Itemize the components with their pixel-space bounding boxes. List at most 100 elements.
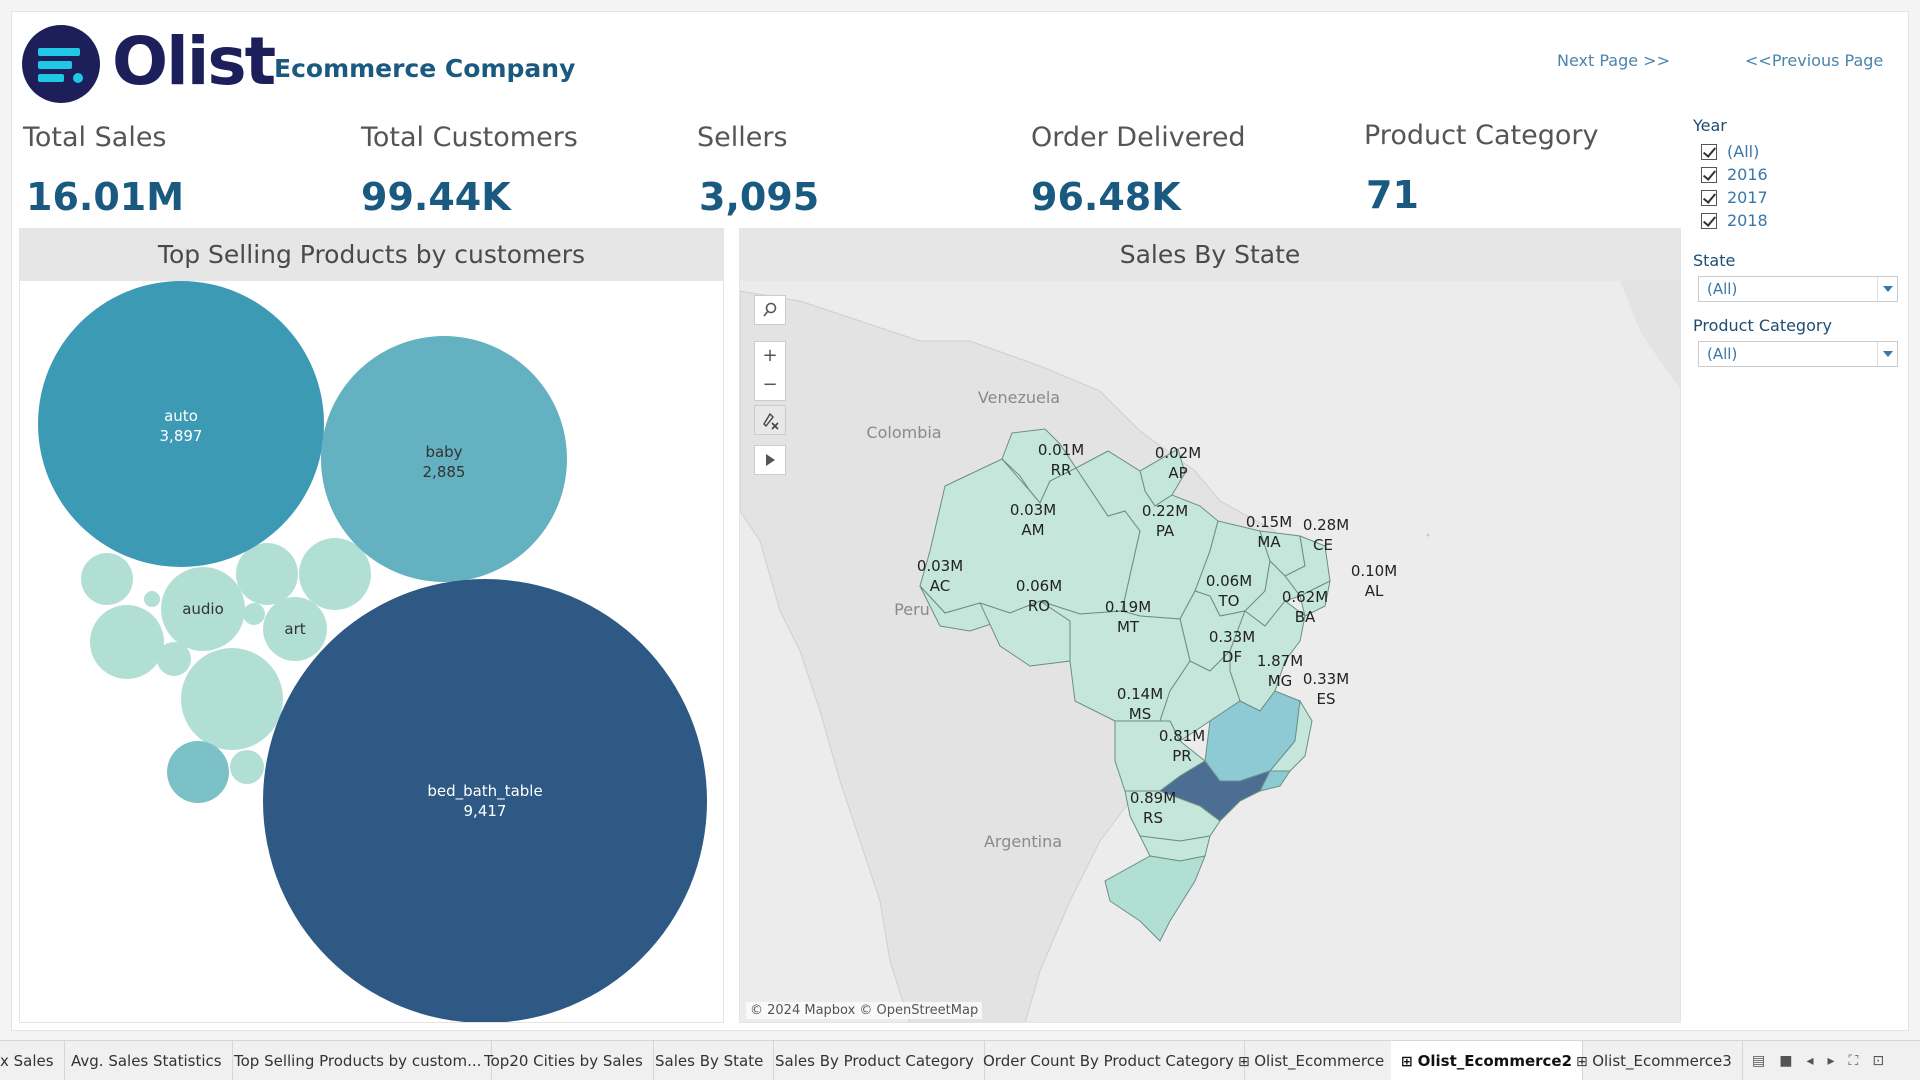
year-option-all[interactable]: (All)	[1701, 140, 1893, 163]
state-code-label: BA	[1295, 608, 1316, 626]
kpi-value: 3,095	[699, 175, 820, 219]
country-label: Peru	[894, 600, 930, 619]
bubble-label-baby: baby	[425, 443, 462, 461]
search-map-button[interactable]	[754, 295, 786, 325]
year-option-2016[interactable]: 2016	[1701, 163, 1893, 186]
year-option-2017[interactable]: 2017	[1701, 186, 1893, 209]
brazil-states	[919, 428, 1331, 942]
tab-order-count-by-product-category[interactable]: Order Count By Product Category	[973, 1041, 1245, 1080]
bubble[interactable]	[236, 543, 298, 605]
state-rj[interactable]	[1259, 770, 1291, 792]
state-value-label: 0.33M	[1303, 670, 1349, 688]
bubble-audio[interactable]	[161, 567, 245, 651]
bubble[interactable]	[144, 591, 160, 607]
year-option-label: (All)	[1727, 142, 1760, 161]
bubble-baby[interactable]	[321, 336, 567, 582]
checkbox-icon[interactable]	[1701, 143, 1717, 160]
next-page-link[interactable]: Next Page >>	[1557, 51, 1670, 70]
reset-map-button[interactable]	[754, 405, 786, 435]
bubble-bed-bath-table[interactable]	[263, 579, 707, 1023]
previous-page-link[interactable]: <<Previous Page	[1745, 51, 1884, 70]
state-code-label: DF	[1222, 648, 1242, 666]
year-option-label: 2017	[1727, 188, 1768, 207]
state-code-label: AM	[1021, 521, 1044, 539]
tab-sales-by-product-category[interactable]: Sales By Product Category	[765, 1041, 985, 1080]
fullscreen-icon[interactable]: ⛶	[1848, 1053, 1859, 1069]
plus-icon: +	[762, 345, 778, 366]
state-code-label: MT	[1117, 618, 1140, 636]
state-code-label: TO	[1218, 592, 1240, 610]
bubble-art[interactable]	[263, 597, 327, 661]
tab-olist-ecommerce3[interactable]: ⊞ Olist_Ecommerce3	[1566, 1041, 1743, 1080]
bubble[interactable]	[81, 553, 133, 605]
bubble-auto[interactable]	[38, 281, 324, 567]
state-code-label: CE	[1313, 536, 1333, 554]
state-value-label: 0.33M	[1209, 628, 1255, 646]
state-code-label: PA	[1156, 522, 1175, 540]
bubble-value-auto: 3,897	[160, 427, 203, 445]
state-value-label: 0.06M	[1206, 572, 1252, 590]
tab-olist-ecommerce2[interactable]: ⊞ Olist_Ecommerce2	[1391, 1041, 1584, 1080]
present-icon[interactable]: ⊡	[1872, 1053, 1885, 1069]
chevron-down-icon[interactable]	[1877, 277, 1897, 301]
sales-map: Venezuela Colombia Peru Argentina 0.01M …	[740, 281, 1680, 1022]
previous-sheet-icon[interactable]: ◂	[1806, 1053, 1814, 1069]
checkbox-icon[interactable]	[1701, 166, 1717, 183]
kpi-label: Order Delivered	[1031, 122, 1246, 153]
bubble[interactable]	[167, 741, 229, 803]
bubble[interactable]	[90, 605, 164, 679]
bubble-label-bed-bath-table: bed_bath_table	[427, 782, 542, 801]
bubble-label-art: art	[284, 620, 305, 638]
tab-label: Top20 Cities by Sales	[484, 1052, 643, 1070]
chevron-down-icon[interactable]	[1877, 342, 1897, 366]
tab-x-sales[interactable]: x Sales	[0, 1041, 65, 1080]
bubble[interactable]	[181, 648, 283, 750]
zoom-out-button[interactable]: −	[754, 371, 786, 401]
bubble[interactable]	[243, 603, 265, 625]
next-sheet-icon[interactable]: ▸	[1827, 1053, 1835, 1069]
country-label: Argentina	[984, 832, 1062, 851]
filmstrip-icon[interactable]: ■	[1779, 1053, 1793, 1069]
sheet-sorter-icon[interactable]: ▤	[1752, 1053, 1766, 1069]
state-al[interactable]	[1299, 580, 1331, 617]
tab-top-selling-products[interactable]: Top Selling Products by custom...	[224, 1041, 493, 1080]
expand-toolbar-button[interactable]	[754, 445, 786, 475]
bubble-value-baby: 2,885	[423, 463, 466, 481]
bubble[interactable]	[230, 750, 264, 784]
state-value-label: 1.87M	[1257, 652, 1303, 670]
state-value-label: 0.81M	[1159, 727, 1205, 745]
state-dropdown[interactable]: (All)	[1698, 276, 1898, 302]
category-dropdown[interactable]: (All)	[1698, 341, 1898, 367]
tab-label: Sales By Product Category	[775, 1052, 974, 1070]
state-value-label: 0.03M	[1010, 501, 1056, 519]
zoom-in-button[interactable]: +	[754, 341, 786, 371]
state-rs[interactable]	[1104, 855, 1206, 942]
checkbox-icon[interactable]	[1701, 189, 1717, 206]
olist-logo	[21, 24, 101, 104]
year-filter: Year (All) 2016 2017 2018	[1693, 116, 1893, 232]
state-code-label: PR	[1172, 747, 1191, 765]
tab-olist-ecommerce[interactable]: ⊞ Olist_Ecommerce	[1228, 1041, 1396, 1080]
map-credit: © 2024 Mapbox © OpenStreetMap	[746, 1002, 983, 1019]
bubble-chart-title: Top Selling Products by customers	[20, 229, 723, 281]
kpi-value: 99.44K	[361, 175, 511, 219]
bubble-chart: auto 3,897 baby 2,885 audio art bed_bath…	[38, 281, 707, 1023]
state-value-label: 0.22M	[1142, 502, 1188, 520]
dashboard-icon: ⊞	[1238, 1054, 1255, 1070]
country-label: Venezuela	[978, 388, 1060, 407]
bubble-value-bed-bath-table: 9,417	[464, 802, 507, 820]
tab-label: Sales By State	[655, 1052, 764, 1070]
map-area[interactable]: Venezuela Colombia Peru Argentina 0.01M …	[740, 281, 1680, 1022]
tab-navigation-controls: ▤ ■ ◂ ▸ ⛶ ⊡	[1752, 1053, 1884, 1069]
bubble[interactable]	[299, 538, 371, 610]
tab-sales-by-state[interactable]: Sales By State	[645, 1041, 775, 1080]
state-filter-title: State	[1693, 251, 1736, 270]
kpi-value: 96.48K	[1031, 175, 1181, 219]
state-dropdown-value: (All)	[1707, 280, 1738, 298]
year-option-2018[interactable]: 2018	[1701, 209, 1893, 232]
tab-top20-cities[interactable]: Top20 Cities by Sales	[474, 1041, 654, 1080]
bubble[interactable]	[157, 642, 191, 676]
tab-avg-sales-statistics[interactable]: Avg. Sales Statistics	[61, 1041, 233, 1080]
checkbox-icon[interactable]	[1701, 212, 1717, 229]
tab-label: Olist_Ecommerce	[1254, 1052, 1385, 1070]
